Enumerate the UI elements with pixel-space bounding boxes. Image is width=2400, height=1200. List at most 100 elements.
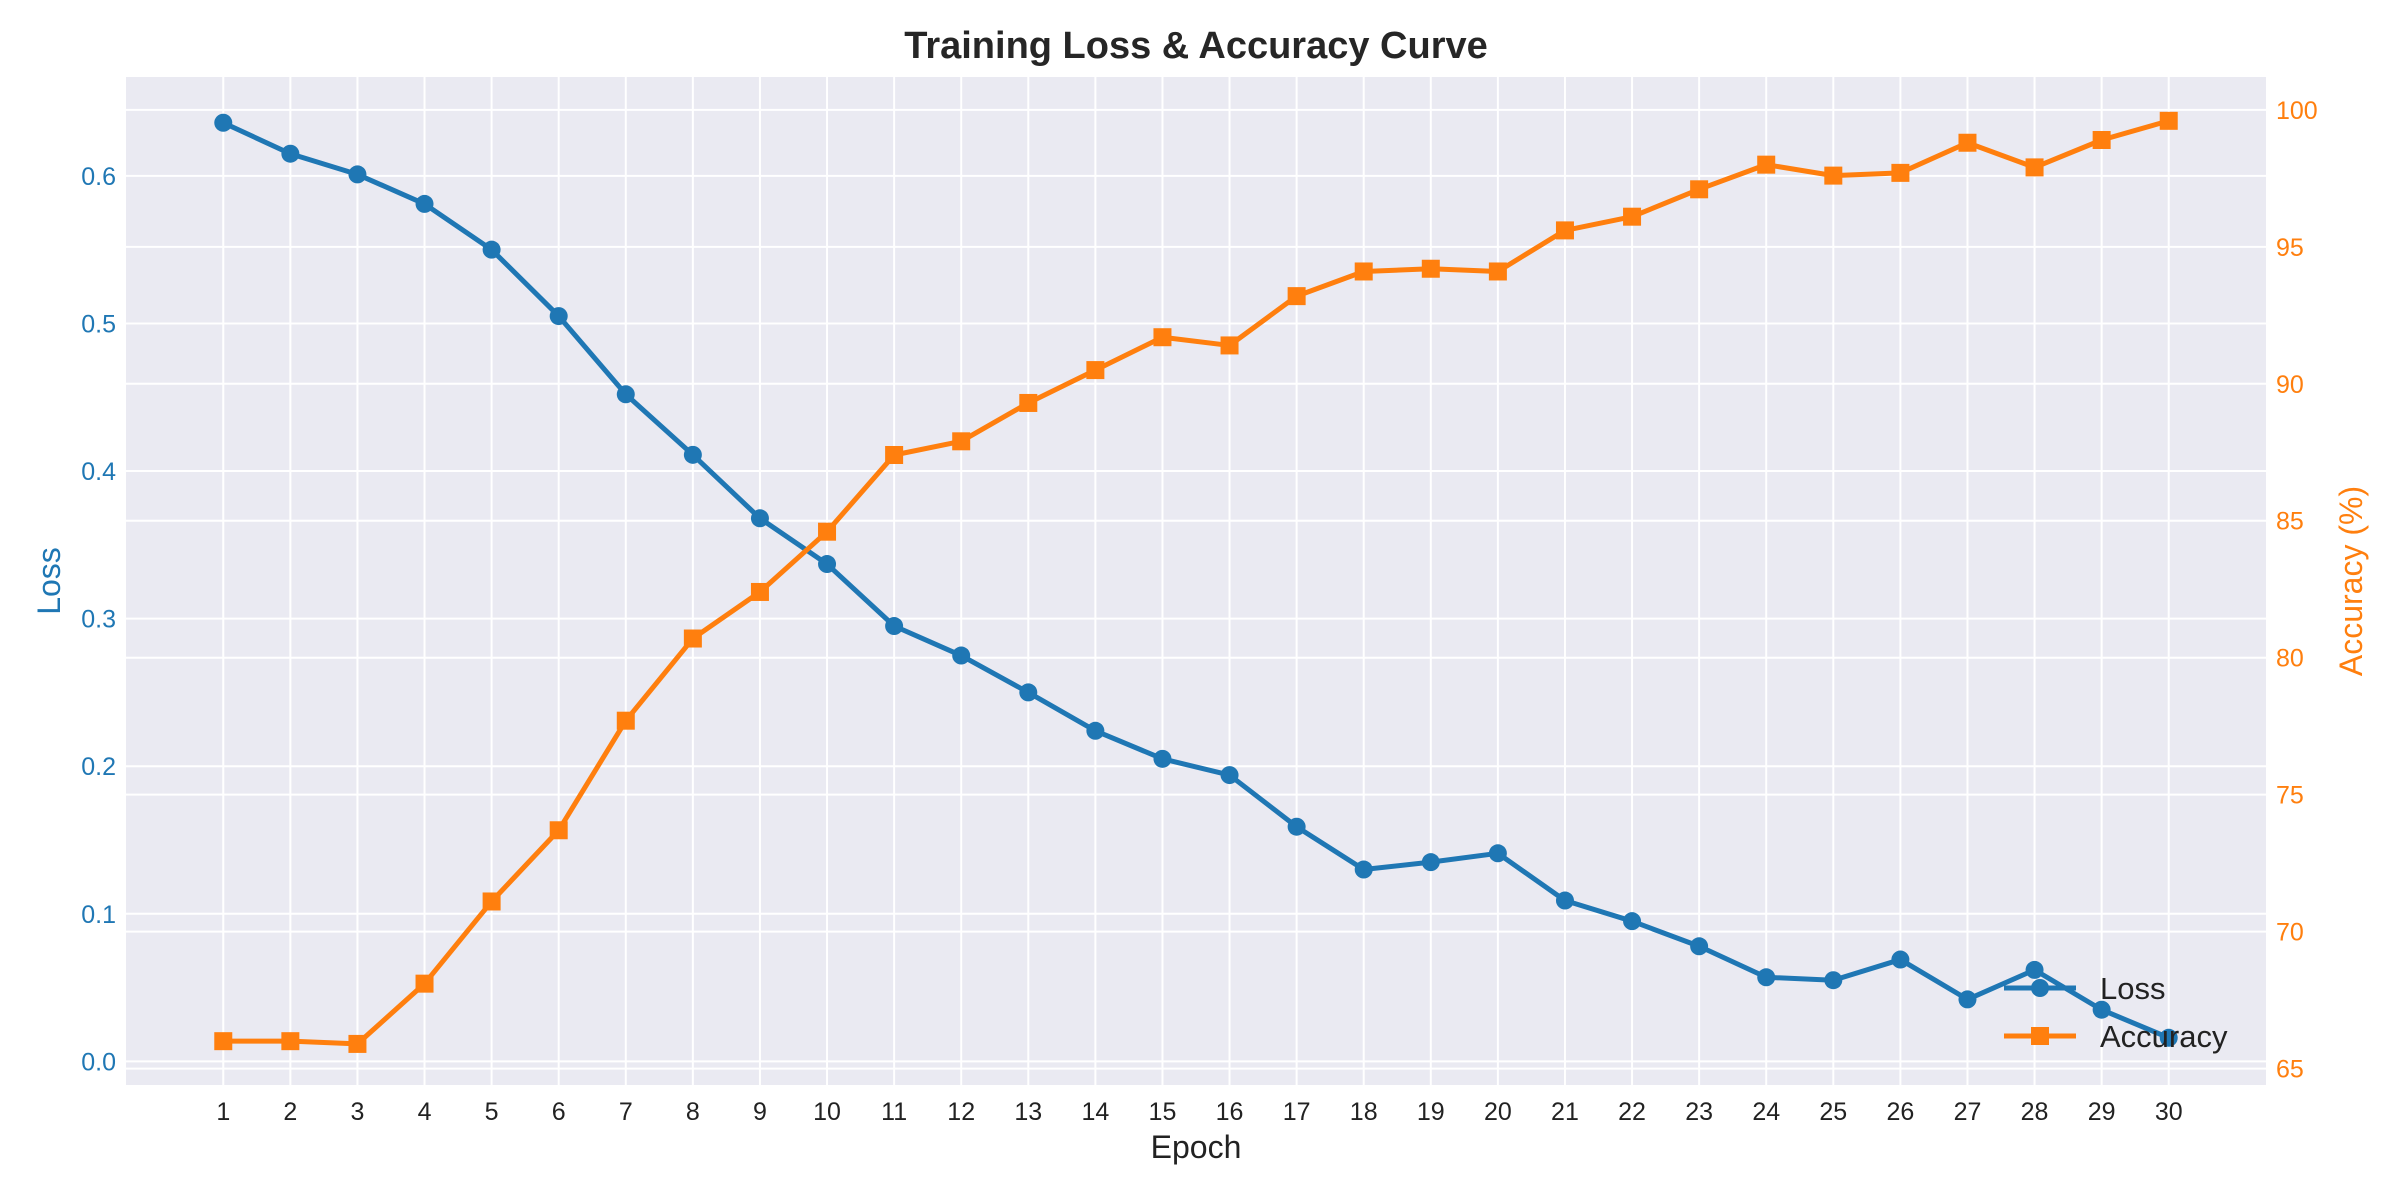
legend-loss-marker: [2031, 979, 2049, 997]
accuracy-point: [1153, 328, 1172, 347]
plot-area: [126, 77, 2266, 1085]
accuracy-point: [1623, 207, 1642, 226]
x-axis-ticks: 1 2 3 4 5 6 7 8 9 10 11 12 13 14 15 16 17 18 19 20 21 22 23 24 2…: [216, 1098, 2182, 1126]
accuracy-point: [214, 1032, 233, 1051]
loss-point: [482, 240, 501, 259]
x-tick-label: 18: [1350, 1098, 1378, 1126]
x-tick-label: 21: [1551, 1098, 1579, 1126]
accuracy-point: [1555, 221, 1574, 240]
loss-point: [1354, 860, 1373, 879]
accuracy-point: [1891, 163, 1910, 182]
x-tick-label: 19: [1417, 1098, 1445, 1126]
accuracy-point: [415, 974, 434, 993]
left-tick-label: 0.6: [81, 163, 116, 191]
right-tick-label: 90: [2276, 371, 2304, 399]
x-tick-label: 3: [350, 1098, 364, 1126]
x-tick-label: 23: [1685, 1098, 1713, 1126]
x-tick-label: 24: [1752, 1098, 1780, 1126]
loss-point: [750, 509, 769, 528]
loss-point: [1824, 971, 1843, 990]
loss-point: [1153, 749, 1172, 768]
x-tick-label: 14: [1081, 1098, 1109, 1126]
x-tick-label: 30: [2155, 1098, 2183, 1126]
accuracy-point: [2025, 158, 2044, 177]
x-tick-label: 16: [1216, 1098, 1244, 1126]
right-axis-ticks: 65 70 75 80 85 90 95 100: [2276, 97, 2318, 1084]
x-tick-label: 17: [1283, 1098, 1311, 1126]
accuracy-point: [1488, 262, 1507, 281]
loss-point: [348, 165, 367, 184]
accuracy-point: [1019, 393, 1038, 412]
loss-point: [885, 617, 904, 636]
loss-point: [1287, 817, 1306, 836]
accuracy-line: [223, 118, 2170, 1047]
loss-point: [1623, 912, 1642, 931]
right-axis-label: Accuracy (%): [2333, 486, 2369, 676]
loss-point: [1757, 968, 1776, 987]
loss-point: [1891, 950, 1910, 969]
loss-point: [1086, 721, 1105, 740]
loss-point: [2025, 960, 2044, 979]
legend-accuracy-marker: [2031, 1027, 2049, 1045]
loss-point: [1555, 891, 1574, 910]
x-tick-label: 6: [552, 1098, 566, 1126]
accuracy-point: [750, 582, 769, 601]
accuracy-point: [885, 446, 904, 464]
accuracy-point: [616, 711, 635, 730]
loss-point: [415, 194, 434, 213]
x-tick-label: 10: [813, 1098, 841, 1126]
x-tick-label: 4: [418, 1098, 432, 1126]
accuracy-point: [1220, 336, 1239, 355]
accuracy-point: [348, 1034, 367, 1053]
accuracy-point: [1354, 262, 1373, 281]
accuracy-point: [683, 629, 702, 648]
loss-point: [818, 555, 837, 574]
accuracy-point: [1287, 287, 1306, 306]
accuracy-point: [549, 821, 568, 840]
chart-title: Training Loss & Accuracy Curve: [904, 25, 1488, 67]
x-tick-label: 9: [753, 1098, 767, 1126]
loss-point: [1488, 844, 1507, 863]
left-tick-label: 0.0: [81, 1048, 116, 1076]
right-tick-label: 70: [2276, 919, 2304, 947]
accuracy-point: [1421, 259, 1440, 278]
left-axis-ticks: 0.0 0.1 0.2 0.3 0.4 0.5 0.6: [81, 163, 116, 1077]
legend: Loss Accuracy: [2004, 971, 2228, 1054]
grid-lines: [126, 77, 2266, 1085]
loss-point: [1690, 937, 1709, 956]
loss-point: [952, 646, 971, 665]
accuracy-point: [952, 432, 971, 451]
x-tick-label: 7: [619, 1098, 633, 1126]
loss-point: [1421, 853, 1440, 872]
accuracy-point: [1824, 166, 1843, 185]
x-tick-label: 13: [1014, 1098, 1042, 1126]
left-tick-label: 0.1: [81, 901, 116, 929]
accuracy-series: [214, 111, 2178, 1053]
x-tick-label: 29: [2088, 1098, 2116, 1126]
loss-point: [1958, 990, 1977, 1009]
accuracy-point: [1958, 133, 1977, 152]
x-tick-label: 2: [283, 1098, 297, 1126]
x-tick-label: 1: [216, 1098, 230, 1126]
x-tick-label: 12: [947, 1098, 975, 1126]
x-tick-label: 28: [2021, 1098, 2049, 1126]
loss-line: [222, 120, 2170, 1041]
loss-series: [214, 113, 2178, 1047]
accuracy-point: [281, 1032, 300, 1051]
loss-point: [281, 144, 300, 163]
x-tick-label: 25: [1819, 1098, 1847, 1126]
accuracy-point: [818, 522, 837, 541]
accuracy-point: [2159, 111, 2178, 130]
left-tick-label: 0.5: [81, 310, 116, 338]
loss-point: [549, 307, 568, 326]
right-tick-label: 80: [2276, 645, 2304, 673]
right-tick-label: 65: [2276, 1056, 2304, 1084]
x-tick-label: 20: [1484, 1098, 1512, 1126]
x-axis-label: Epoch: [1151, 1129, 1242, 1165]
loss-point: [616, 385, 635, 404]
left-axis-label: Loss: [31, 547, 67, 615]
accuracy-point: [1690, 180, 1709, 199]
right-tick-label: 100: [2276, 97, 2318, 125]
accuracy-point: [2092, 131, 2111, 149]
